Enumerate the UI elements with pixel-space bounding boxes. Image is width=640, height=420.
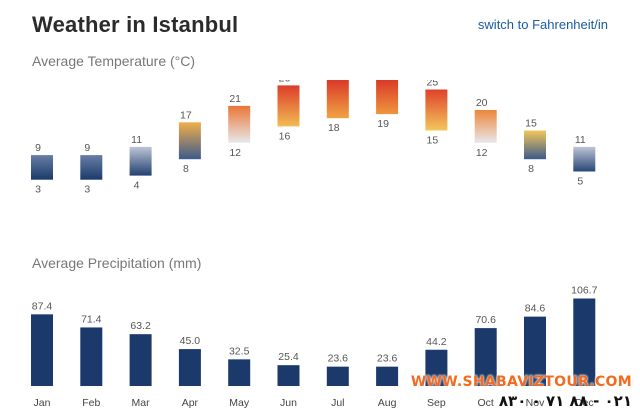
temp-bar-jan [31, 155, 53, 180]
temp-low-label: 8 [183, 163, 189, 175]
precip-value-label: 106.7 [571, 285, 597, 297]
precip-value-label: 23.6 [328, 353, 349, 365]
temp-bar-feb [80, 155, 103, 180]
temp-low-label: 12 [476, 147, 488, 159]
precip-value-label: 70.6 [475, 314, 496, 326]
month-tick-label: Apr [182, 397, 199, 409]
precip-bar-jul [326, 366, 349, 386]
temp-bar-nov [524, 130, 546, 160]
temp-high-label: 25 [427, 80, 439, 89]
month-tick-label: Aug [378, 397, 397, 409]
precip-bar-apr [178, 349, 201, 386]
temp-low-label: 5 [577, 176, 583, 188]
precip-bar-jan [31, 314, 53, 386]
temp-bar-oct [474, 110, 497, 143]
month-tick-label: Feb [82, 397, 100, 409]
temp-bar-mar [129, 146, 152, 176]
temperature-chart: 9393114178211226162818281925152012158115 [31, 80, 596, 196]
precip-bar-mar [129, 334, 152, 386]
precip-value-label: 25.4 [278, 351, 299, 363]
temp-high-label: 21 [229, 93, 241, 105]
temp-low-label: 18 [328, 122, 340, 134]
temp-low-label: 12 [229, 147, 241, 159]
temp-bar-sep [425, 89, 448, 131]
precip-bar-jun [277, 365, 300, 386]
temp-low-label: 4 [134, 180, 140, 192]
watermark-url: WWW.SHABAVIZTOUR.COM [410, 374, 632, 390]
temp-high-label: 15 [525, 118, 537, 130]
precip-bar-sep [425, 349, 448, 386]
temp-bar-may [228, 105, 251, 143]
precip-bar-aug [376, 366, 399, 386]
temp-high-label: 9 [84, 142, 90, 154]
precip-value-label: 87.4 [32, 300, 53, 312]
precip-value-label: 32.5 [229, 345, 250, 357]
precip-bar-nov [524, 316, 546, 386]
precip-value-label: 63.2 [130, 320, 151, 332]
precip-bar-dec [573, 298, 596, 386]
watermark: WWW.SHABAVIZTOUR.COM ۰۲۱ - ۸۸ ۷۱ ۰ ۸۳۰ [400, 374, 632, 410]
watermark-phone: ۰۲۱ - ۸۸ ۷۱ ۰ ۸۳۰ [498, 392, 632, 410]
temp-high-label: 17 [180, 109, 192, 121]
temp-low-label: 3 [84, 184, 90, 196]
temp-high-label: 9 [35, 142, 41, 154]
temp-high-label: 26 [279, 80, 291, 84]
temp-bar-dec [573, 146, 596, 172]
temp-high-label: 20 [476, 97, 488, 109]
precipitation-chart: 87.4 Jan 71.4 Feb 63.2 Mar 45.0 Apr 32.5 May 25.4 J… [31, 285, 598, 409]
precip-value-label: 23.6 [377, 353, 398, 365]
temp-low-label: 15 [427, 135, 439, 147]
temp-low-label: 3 [35, 184, 41, 196]
precip-value-label: 71.4 [81, 313, 102, 325]
precip-value-label: 84.6 [525, 303, 546, 315]
precip-bar-oct [474, 328, 497, 386]
temp-bar-aug [376, 80, 399, 115]
month-tick-label: Jun [280, 397, 297, 409]
month-tick-label: Mar [132, 397, 151, 409]
precip-value-label: 45.0 [180, 335, 201, 347]
month-tick-label: Sep [427, 397, 446, 409]
temp-low-label: 19 [377, 118, 389, 130]
month-tick-label: Nov [526, 397, 545, 409]
temp-bar-apr [178, 122, 201, 160]
temp-bar-jun [277, 85, 300, 127]
temp-low-label: 16 [279, 130, 291, 142]
temp-bar-jul [326, 80, 349, 119]
page-title: Weather in Istanbul [32, 12, 239, 37]
precipitation-chart-title: Average Precipitation (mm) [32, 255, 202, 271]
month-tick-label: Oct [478, 397, 494, 409]
temp-high-label: 11 [575, 134, 586, 146]
month-tick-label: Jul [331, 397, 344, 409]
temp-low-label: 8 [528, 163, 534, 175]
switch-units-link[interactable]: switch to Fahrenheit/in [477, 17, 608, 32]
precip-value-label: 44.2 [426, 336, 447, 348]
temperature-chart-title: Average Temperature (°C) [32, 53, 196, 69]
month-tick-label: May [229, 397, 250, 409]
temp-high-label: 11 [131, 134, 142, 146]
precip-bar-feb [80, 327, 103, 386]
precip-bar-may [228, 359, 251, 386]
month-tick-label: Dec [575, 397, 594, 409]
month-tick-label: Jan [34, 397, 51, 409]
